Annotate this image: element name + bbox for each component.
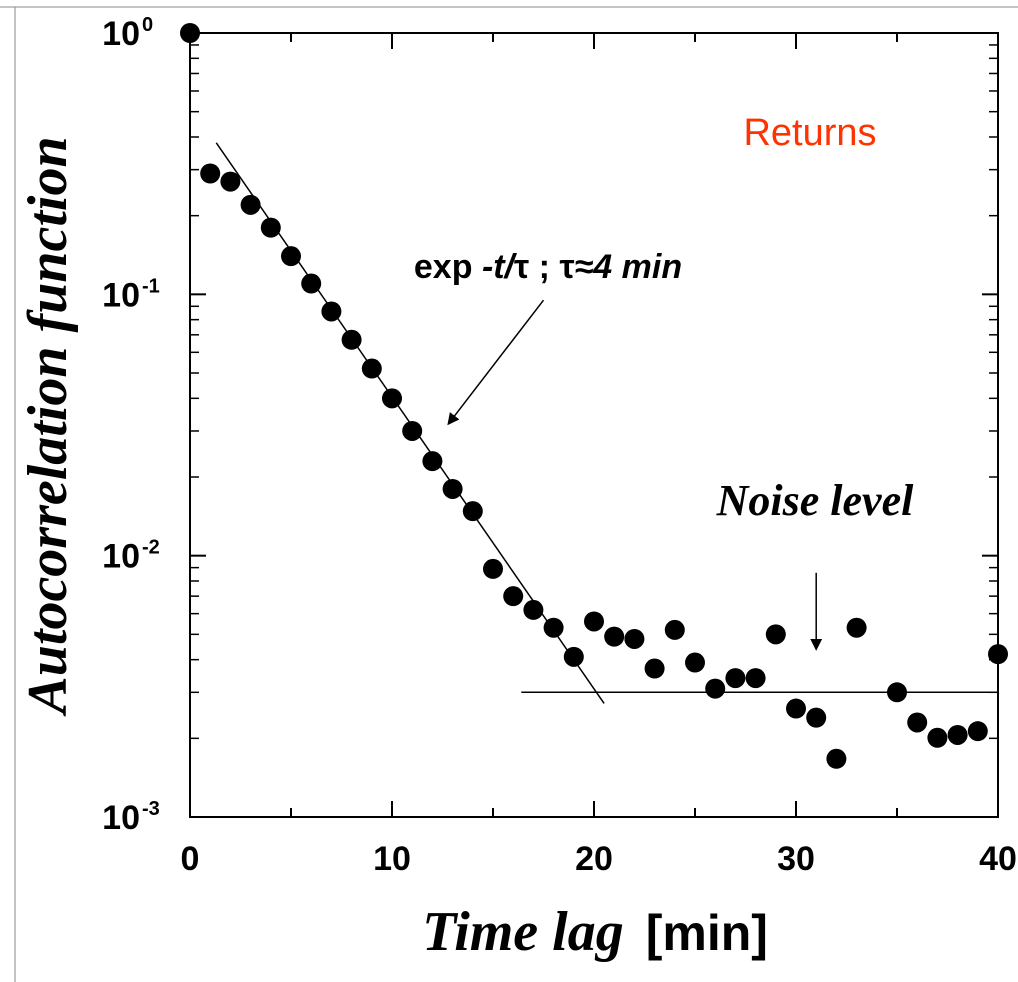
data-point <box>806 707 827 728</box>
data-point <box>664 619 685 640</box>
data-point <box>240 194 261 215</box>
data-point <box>523 599 544 620</box>
y-tick-label: 10 <box>102 538 140 576</box>
data-point <box>341 329 362 350</box>
x-axis-label-unit: [min] <box>646 905 768 961</box>
data-point <box>382 388 402 409</box>
data-point <box>604 626 625 647</box>
reference-lines <box>215 142 998 704</box>
data-point <box>644 658 665 679</box>
fit-annotation-var: -t/ <box>482 248 518 286</box>
data-point <box>442 478 463 499</box>
data-point <box>422 451 443 472</box>
data-point <box>220 171 241 192</box>
data-point <box>361 358 382 379</box>
x-tick-label: 10 <box>373 840 411 878</box>
fit-annotation-prefix: exp <box>414 248 482 286</box>
data-point <box>907 712 928 733</box>
data-point <box>543 617 564 638</box>
y-tick-label-exponent: -3 <box>142 798 160 820</box>
fit-annotation-sep: ; <box>529 248 559 286</box>
data-point <box>624 628 645 649</box>
x-axis-label: Time lag [min] <box>422 901 768 963</box>
plot-frame <box>189 32 999 818</box>
data-point <box>927 727 948 748</box>
fit-annotation-arrow <box>447 299 545 426</box>
fit-annotation-approx: ≈4 min <box>575 248 682 286</box>
fit-annotation-tau2: τ <box>559 248 574 286</box>
data-point <box>402 420 423 441</box>
x-tick-label: 20 <box>575 840 613 878</box>
y-axis-label: Autocorrelation function <box>17 136 79 716</box>
data-point <box>180 23 200 43</box>
data-point <box>301 273 322 294</box>
y-tick-label: 10 <box>102 799 140 837</box>
data-point <box>281 246 301 267</box>
data-point <box>563 646 584 667</box>
y-tick-label-exponent: -1 <box>142 275 160 297</box>
axis-ticks <box>189 32 999 818</box>
y-tick-label: 10 <box>102 276 140 314</box>
data-point <box>321 301 342 322</box>
fit-annotation-tau: τ <box>514 248 529 286</box>
data-point <box>705 678 726 699</box>
x-tick-label: 40 <box>979 840 1017 878</box>
x-tick-label: 0 <box>181 840 200 878</box>
data-point <box>685 652 705 673</box>
y-tick-label-exponent: -2 <box>142 537 160 559</box>
noise-level-annotation: Noise level <box>716 476 914 525</box>
data-point <box>947 724 968 745</box>
series-label-returns: Returns <box>743 112 876 154</box>
data-point <box>260 217 281 238</box>
data-point <box>846 617 867 638</box>
data-point <box>483 558 503 579</box>
data-point <box>200 163 221 184</box>
data-points <box>180 23 1008 769</box>
data-point <box>826 748 847 769</box>
fit-annotation: exp -t/τ ; τ≈4 min <box>414 248 682 286</box>
data-point <box>462 501 483 522</box>
y-tick-label: 10 <box>102 15 140 53</box>
data-point <box>745 668 766 689</box>
data-point <box>503 586 524 607</box>
x-tick-label: 30 <box>777 840 815 878</box>
data-point <box>887 682 907 703</box>
data-point <box>584 611 604 632</box>
data-point <box>725 668 746 689</box>
x-axis-label-italic: Time lag <box>422 901 624 963</box>
y-tick-label-exponent: 0 <box>142 14 153 36</box>
data-point <box>988 644 1008 665</box>
data-point <box>786 698 806 719</box>
data-point <box>765 624 786 645</box>
data-point <box>967 721 988 742</box>
